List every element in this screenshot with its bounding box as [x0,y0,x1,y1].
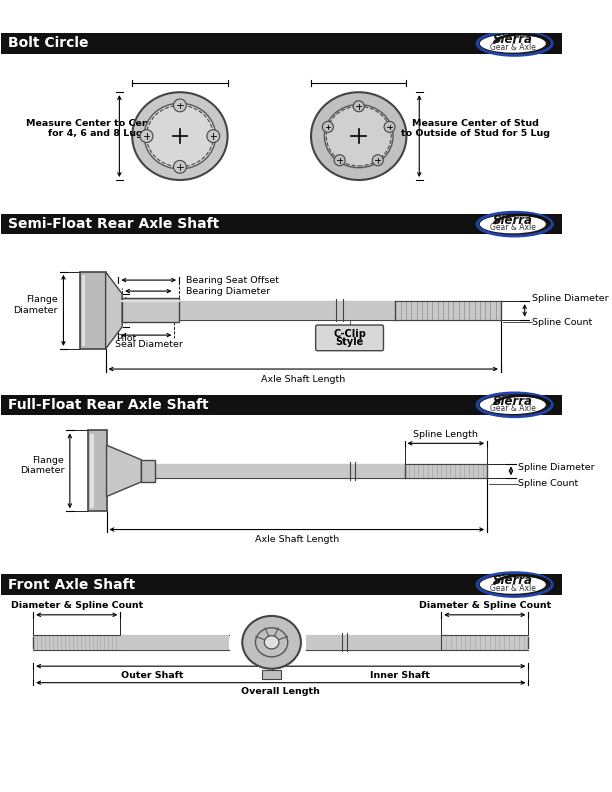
Bar [90,434,94,508]
Ellipse shape [477,573,552,596]
Text: Outer Shaft: Outer Shaft [121,671,184,680]
Text: Bearing Seat Offset: Bearing Seat Offset [186,276,279,284]
Bar [33,635,121,649]
Text: Seal Diameter: Seal Diameter [115,340,182,348]
Text: Pilot: Pilot [116,334,136,343]
Text: Gear & Axle: Gear & Axle [490,404,536,413]
Text: Overall Length: Overall Length [241,687,320,696]
Circle shape [384,121,395,132]
Ellipse shape [132,92,228,180]
Text: Spline Diameter: Spline Diameter [532,294,609,303]
Text: Bearing Diameter: Bearing Diameter [186,287,271,295]
Text: Inner Shaft: Inner Shaft [370,671,430,680]
Polygon shape [106,445,141,497]
Ellipse shape [311,92,406,180]
Circle shape [173,161,186,173]
Ellipse shape [477,212,552,236]
Bar [441,635,528,649]
Text: Sierra: Sierra [493,33,532,46]
Bar [82,275,86,346]
Text: Gear & Axle: Gear & Axle [490,584,536,592]
Circle shape [173,99,186,112]
Ellipse shape [242,616,301,668]
Ellipse shape [480,575,546,594]
Ellipse shape [477,393,552,417]
Text: Axle Shaft Length: Axle Shaft Length [261,375,345,383]
Bar [179,301,501,319]
Circle shape [372,154,383,166]
Text: Full-Float Rear Axle Shaft: Full-Float Rear Axle Shaft [9,398,209,412]
Text: Spline Count: Spline Count [518,479,578,488]
Bar [1,394,562,415]
FancyBboxPatch shape [316,325,384,351]
Bar [155,463,487,478]
Ellipse shape [477,32,552,55]
Text: Bolt Circle: Bolt Circle [9,36,89,51]
Bar [122,299,179,322]
Text: Flange
Diameter: Flange Diameter [13,295,58,314]
Ellipse shape [144,103,215,169]
Ellipse shape [480,215,546,234]
Text: Front Axle Shaft: Front Axle Shaft [9,577,136,592]
Bar [141,460,155,482]
Ellipse shape [480,34,546,52]
Text: Spline Length: Spline Length [414,430,479,439]
Text: Diameter & Spline Count: Diameter & Spline Count [419,601,551,610]
Bar [80,272,106,348]
Ellipse shape [324,105,393,168]
Circle shape [353,101,364,112]
Ellipse shape [264,636,279,649]
Circle shape [334,154,345,166]
Bar [121,635,228,649]
Text: Sierra: Sierra [493,574,532,588]
Text: Spline Diameter: Spline Diameter [518,463,595,472]
Circle shape [323,121,334,132]
Text: Axle Shaft Length: Axle Shaft Length [255,535,339,544]
Circle shape [207,130,220,143]
Text: Measure Center of Stud
to Outside of Stud for 5 Lug: Measure Center of Stud to Outside of Stu… [401,119,550,139]
Text: Gear & Axle: Gear & Axle [490,43,536,51]
Bar [263,670,281,679]
Text: Sierra: Sierra [493,214,532,227]
Bar [1,214,562,234]
Circle shape [140,130,153,143]
Bar [1,33,562,54]
Polygon shape [106,272,122,348]
Text: Diameter & Spline Count: Diameter & Spline Count [10,601,143,610]
Bar [1,574,562,595]
Text: Gear & Axle: Gear & Axle [490,223,536,232]
Text: Spline Count: Spline Count [532,318,592,327]
Text: Sierra: Sierra [493,394,532,408]
Ellipse shape [480,396,546,414]
Text: Flange
Diameter: Flange Diameter [20,455,64,475]
Bar [88,431,106,511]
Bar [305,635,441,649]
Text: C-Clip: C-Clip [333,329,366,339]
Text: Semi-Float Rear Axle Shaft: Semi-Float Rear Axle Shaft [9,217,220,231]
Text: Measure Center to Center
for 4, 6 and 8 Lug: Measure Center to Center for 4, 6 and 8 … [26,119,165,139]
Text: Style: Style [335,337,364,348]
